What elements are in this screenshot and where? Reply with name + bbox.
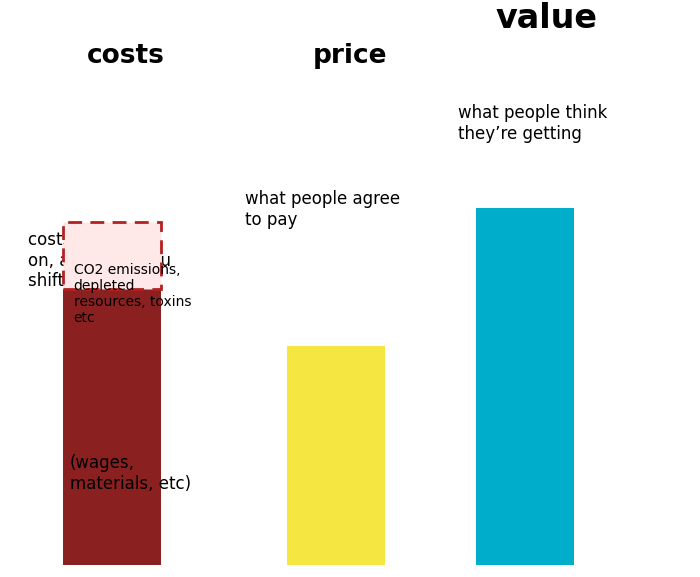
Text: costs: costs <box>87 43 165 69</box>
Text: (wages,
materials, etc): (wages, materials, etc) <box>70 454 191 493</box>
Text: what people agree
to pay: what people agree to pay <box>245 190 400 229</box>
Text: what people think
they’re getting: what people think they’re getting <box>458 104 608 143</box>
Bar <box>63 222 161 288</box>
Text: value: value <box>495 2 597 35</box>
Text: price: price <box>313 43 387 69</box>
Bar <box>476 208 574 565</box>
Bar <box>287 346 385 565</box>
Text: costs, you take
on, and ones you
shift to others: costs, you take on, and ones you shift t… <box>28 231 171 290</box>
Bar <box>63 288 161 565</box>
Text: CO2 emissions,
depleted
resources, toxins
etc: CO2 emissions, depleted resources, toxin… <box>74 263 191 325</box>
